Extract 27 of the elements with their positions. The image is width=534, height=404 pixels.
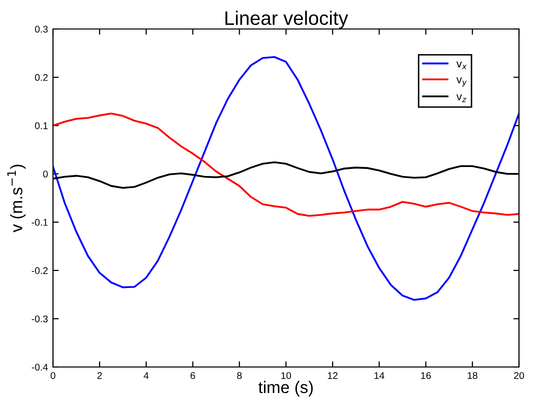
y-tick-label: 0.2	[35, 74, 48, 81]
line-series	[53, 56, 519, 301]
y-axis-title: v (m.s$^{−1}$)	[7, 164, 26, 232]
x-tick-label: 16	[421, 372, 431, 379]
x-tick-label: 20	[514, 372, 524, 379]
y-tick-label: -0.1	[32, 218, 48, 226]
y-tick-label: 0.1	[35, 122, 48, 130]
x-tick-label: 8	[237, 372, 242, 379]
legend-label: v$_{y}$	[456, 77, 467, 87]
chart-title: Linear velocity	[225, 10, 348, 29]
legend-label: v$_{z}$	[456, 94, 466, 102]
x-tick-label: 0	[50, 372, 56, 379]
y-tick-label: 0.3	[35, 26, 48, 33]
x-tick-label: 6	[190, 372, 196, 379]
x-tick-label: 12	[328, 372, 338, 379]
x-tick-label: 18	[468, 372, 478, 379]
x-tick-label: 14	[374, 372, 384, 379]
y-tick-label: -0.3	[32, 315, 48, 322]
x-tick-label: 10	[281, 372, 292, 379]
x-tick-label: 4	[144, 372, 149, 379]
y-tick-label: -0.2	[32, 267, 48, 274]
legend-label: v$_{x}$	[456, 61, 467, 70]
line-series	[53, 112, 519, 217]
y-tick-label: -0.4	[32, 364, 48, 371]
x-tick-label: 2	[97, 372, 102, 379]
y-tick-label: 0	[43, 170, 48, 178]
x-axis-title: time (s)	[258, 380, 313, 396]
